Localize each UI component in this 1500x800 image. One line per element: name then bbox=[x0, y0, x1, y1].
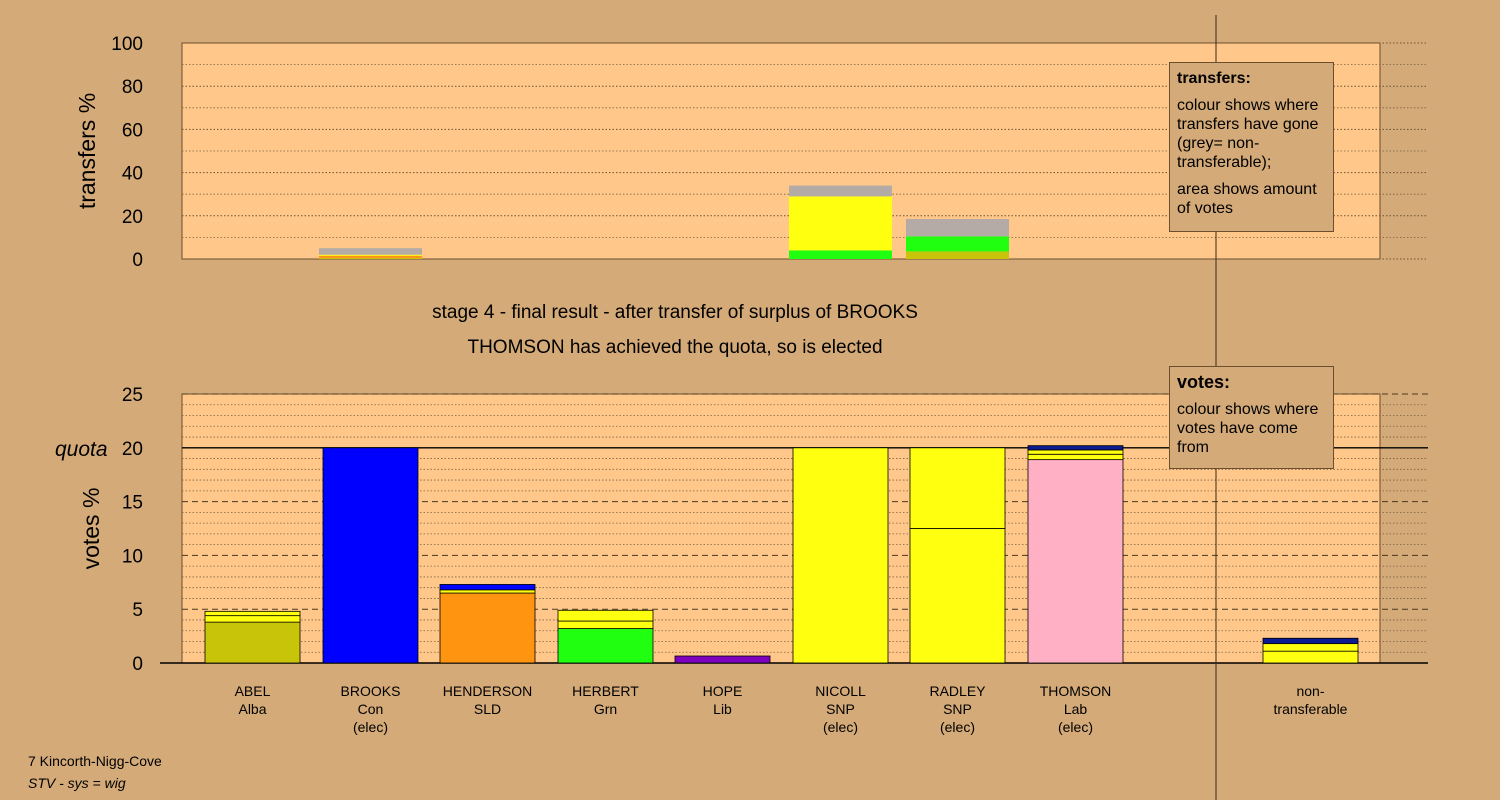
transfers-legend: transfers: colour shows where transfers … bbox=[1169, 62, 1334, 232]
category-label: RADLEY bbox=[929, 683, 986, 699]
category-label: SNP bbox=[826, 701, 855, 717]
votes-legend-text1: colour shows where votes have come from bbox=[1177, 401, 1319, 456]
transfers-y-tick-label: 0 bbox=[132, 250, 143, 271]
vote-segment bbox=[1027, 445, 1124, 451]
transfer-segment bbox=[789, 196, 892, 251]
transfer-segment bbox=[319, 257, 422, 259]
votes-y-tick-label: 15 bbox=[122, 493, 143, 514]
votes-chart: 0 5 10 15 20 25 quota votes % ABEL Alba BROOKS Con (… bbox=[55, 385, 1428, 735]
category-label: NICOLL bbox=[815, 683, 866, 699]
transfer-segment bbox=[906, 251, 1009, 259]
votes-y-tick-label: 5 bbox=[132, 600, 143, 621]
category-label: transferable bbox=[1274, 701, 1348, 717]
transfer-segment bbox=[319, 255, 422, 258]
category-label: HERBERT bbox=[572, 683, 639, 699]
category-label: (elec) bbox=[940, 719, 975, 735]
transfer-segment bbox=[789, 185, 892, 197]
footer-constituency: 7 Kincorth-Nigg-Cove bbox=[28, 753, 162, 769]
votes-y-axis-label: votes % bbox=[78, 488, 104, 570]
category-label: (elec) bbox=[353, 719, 388, 735]
chart-title-line1: stage 4 - final result - after transfer … bbox=[432, 302, 918, 323]
quota-label: quota bbox=[55, 438, 108, 461]
vote-segment bbox=[909, 528, 1006, 664]
transfers-legend-text1: colour shows where transfers have gone (… bbox=[1177, 97, 1319, 171]
vote-segment bbox=[204, 610, 301, 617]
transfers-y-tick-label: 60 bbox=[122, 120, 143, 141]
category-label: HENDERSON bbox=[443, 683, 532, 699]
transfers-y-tick-label: 80 bbox=[122, 77, 143, 98]
vote-segment bbox=[557, 620, 654, 629]
transfers-y-tick-label: 100 bbox=[111, 34, 143, 55]
category-label: Lab bbox=[1064, 701, 1088, 717]
vote-segment bbox=[1027, 453, 1124, 461]
vote-segment bbox=[792, 447, 889, 664]
chart-title-line2: THOMSON has achieved the quota, so is el… bbox=[467, 337, 882, 358]
transfer-segment bbox=[789, 250, 892, 259]
transfers-legend-text2: area shows amount of votes bbox=[1177, 181, 1317, 217]
votes-legend-title: votes: bbox=[1177, 372, 1231, 392]
vote-segment bbox=[674, 655, 771, 664]
transfer-segment bbox=[906, 219, 1009, 237]
votes-y-tick-label: 0 bbox=[132, 654, 143, 675]
category-label: Con bbox=[358, 701, 384, 717]
category-label: SNP bbox=[943, 701, 972, 717]
category-label: BROOKS bbox=[341, 683, 401, 699]
category-label: HOPE bbox=[703, 683, 743, 699]
transfers-legend-title: transfers: bbox=[1177, 70, 1251, 87]
vote-segment bbox=[1262, 650, 1359, 664]
vote-segment bbox=[204, 621, 301, 664]
votes-y-tick-label: 10 bbox=[122, 546, 143, 567]
votes-y-tick-label: 20 bbox=[122, 439, 143, 460]
vote-segment bbox=[1027, 459, 1124, 664]
vote-segment bbox=[439, 589, 536, 594]
transfers-y-tick-label: 40 bbox=[122, 164, 143, 185]
category-label: SLD bbox=[474, 701, 501, 717]
vote-segment bbox=[322, 447, 419, 664]
transfers-y-tick-label: 20 bbox=[122, 207, 143, 228]
vote-segment bbox=[557, 609, 654, 622]
vote-segment bbox=[439, 584, 536, 591]
vote-segment bbox=[1027, 449, 1124, 455]
transfers-y-axis-label: transfers % bbox=[74, 93, 100, 209]
category-label: Lib bbox=[713, 701, 732, 717]
vote-segment bbox=[1262, 643, 1359, 652]
category-label: THOMSON bbox=[1040, 683, 1112, 699]
transfer-segment bbox=[319, 254, 422, 256]
vote-segment bbox=[204, 615, 301, 623]
category-label: Grn bbox=[594, 701, 617, 717]
transfer-segment bbox=[319, 248, 422, 255]
category-label: ABEL bbox=[235, 683, 271, 699]
vote-segment bbox=[1262, 637, 1359, 645]
category-label: (elec) bbox=[823, 719, 858, 735]
vote-segment bbox=[557, 628, 654, 664]
footer-system: STV - sys = wig bbox=[28, 775, 126, 791]
vote-segment bbox=[909, 447, 1006, 529]
votes-legend: votes: colour shows where votes have com… bbox=[1169, 366, 1334, 469]
vote-segment bbox=[439, 592, 536, 664]
category-label: non- bbox=[1296, 683, 1324, 699]
category-label: (elec) bbox=[1058, 719, 1093, 735]
votes-y-tick-label: 25 bbox=[122, 385, 143, 406]
transfer-segment bbox=[906, 236, 1009, 252]
category-label: Alba bbox=[238, 701, 266, 717]
